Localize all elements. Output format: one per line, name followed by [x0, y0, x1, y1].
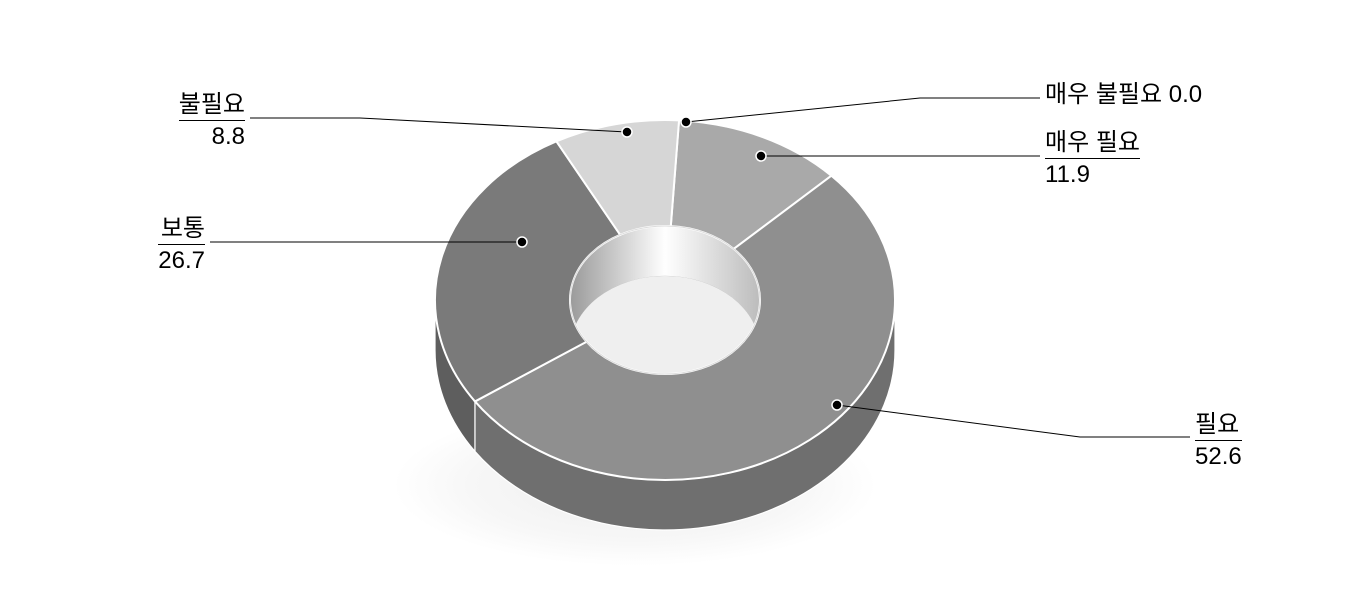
leader-marker-very_unnecessary — [681, 117, 691, 127]
donut-chart: 매우 불필요 0.0 매우 필요11.9 필요52.6 보통26.7 불필요8.8 — [0, 0, 1370, 591]
label-value-unnecessary: 8.8 — [179, 120, 245, 152]
label-value-normal: 26.7 — [158, 244, 205, 276]
leader-marker-necessary — [832, 400, 842, 410]
leader-very_unnecessary — [686, 98, 1040, 122]
label-value-very_unnecessary: 0.0 — [1169, 81, 1202, 108]
label-name-unnecessary: 불필요 — [179, 90, 245, 120]
leader-unnecessary — [250, 118, 627, 132]
label-necessary: 필요52.6 — [1195, 410, 1242, 472]
label-name-very_necessary: 매우 필요 — [1045, 128, 1140, 158]
label-name-very_unnecessary: 매우 불필요 — [1045, 81, 1162, 108]
leader-marker-very_necessary — [756, 151, 766, 161]
label-name-necessary: 필요 — [1195, 410, 1242, 440]
label-normal: 보통26.7 — [158, 214, 205, 276]
leader-marker-normal — [517, 237, 527, 247]
label-unnecessary: 불필요8.8 — [179, 90, 245, 152]
leader-necessary — [837, 405, 1190, 437]
label-value-very_necessary: 11.9 — [1045, 158, 1140, 190]
label-very_necessary: 매우 필요11.9 — [1045, 128, 1140, 190]
label-value-necessary: 52.6 — [1195, 440, 1242, 472]
leader-marker-unnecessary — [622, 127, 632, 137]
label-very_unnecessary: 매우 불필요 0.0 — [1045, 80, 1202, 110]
label-name-normal: 보통 — [158, 214, 205, 244]
